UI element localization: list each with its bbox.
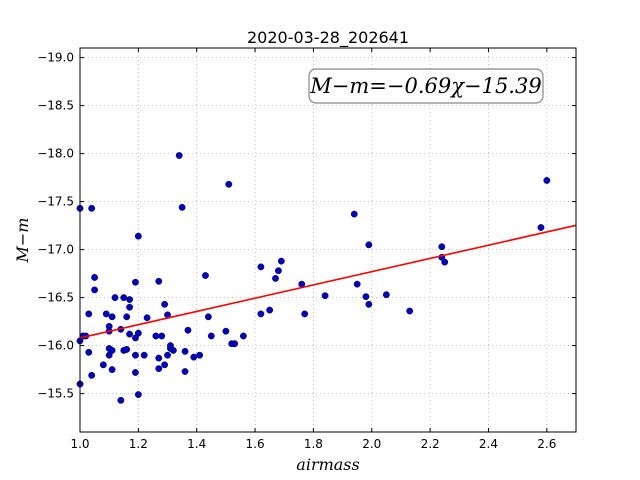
data-point — [365, 300, 373, 308]
data-point — [91, 286, 98, 294]
data-point — [207, 332, 215, 340]
data-point — [178, 203, 186, 211]
data-point — [365, 241, 373, 249]
data-point — [204, 313, 212, 321]
data-point — [111, 294, 119, 301]
x-tick-label: 1.6 — [246, 437, 265, 451]
x-tick-label: 2.0 — [362, 437, 381, 451]
y-tick-label: −16.5 — [37, 291, 74, 305]
x-tick-label: 2.6 — [537, 437, 556, 451]
data-point — [88, 204, 96, 212]
data-point — [321, 292, 329, 300]
data-point — [301, 310, 309, 318]
data-point — [169, 346, 177, 354]
data-point — [225, 180, 233, 188]
data-point — [134, 391, 142, 398]
data-point — [350, 210, 358, 218]
data-point — [134, 232, 142, 240]
x-tick-label: 1.4 — [187, 437, 206, 451]
data-point — [117, 396, 125, 404]
data-point — [108, 366, 116, 373]
data-point — [181, 368, 189, 375]
chart-title: 2020-03-28_202641 — [247, 28, 409, 48]
data-point — [441, 258, 449, 266]
grid-lines — [79, 48, 576, 432]
data-point — [196, 351, 204, 359]
data-point — [108, 313, 116, 321]
data-point — [406, 307, 414, 315]
data-point — [155, 354, 163, 362]
x-tick-label: 1.0 — [70, 437, 89, 451]
data-point — [85, 310, 93, 318]
plot-frame — [79, 47, 577, 433]
data-point — [143, 314, 151, 322]
data-point — [257, 310, 265, 318]
data-point — [184, 326, 192, 334]
data-point — [353, 280, 361, 288]
data-point — [99, 361, 107, 369]
data-point — [85, 348, 93, 356]
data-point — [158, 332, 166, 340]
data-point — [257, 263, 265, 271]
y-tick-label: −17.5 — [37, 195, 74, 209]
y-tick-label: −19.0 — [37, 51, 74, 65]
data-point — [123, 313, 131, 321]
y-tick-label: −18.5 — [37, 99, 74, 113]
data-point — [140, 351, 148, 359]
y-tick-label: −15.5 — [37, 387, 74, 401]
data-point — [164, 351, 171, 359]
data-point — [132, 351, 139, 359]
data-point — [231, 340, 239, 348]
data-point — [123, 346, 131, 353]
data-point — [155, 365, 163, 373]
data-point — [161, 361, 169, 369]
data-point — [161, 300, 169, 308]
fit-line — [79, 224, 577, 339]
data-point — [274, 267, 282, 275]
data-point — [266, 306, 274, 314]
y-tick-label: −16.0 — [37, 339, 74, 353]
x-tick-label: 1.2 — [129, 437, 148, 451]
equation-box — [308, 68, 544, 104]
data-point — [537, 224, 545, 231]
data-point — [202, 272, 209, 279]
data-point — [382, 291, 390, 299]
data-point — [239, 332, 247, 340]
x-tick-label: 2.2 — [421, 437, 440, 451]
data-point — [222, 327, 230, 335]
data-point — [102, 310, 110, 318]
data-point — [132, 278, 139, 286]
y-tick-label: −17.0 — [37, 243, 74, 257]
data-point — [175, 152, 183, 159]
x-axis-label: airmass — [296, 455, 359, 474]
data-point — [120, 294, 128, 301]
data-point — [438, 243, 446, 251]
data-point — [91, 274, 98, 281]
data-point — [132, 369, 139, 376]
data-point — [134, 329, 142, 337]
data-point — [272, 274, 279, 282]
data-point — [126, 330, 134, 338]
data-point — [108, 346, 116, 354]
data-point — [277, 257, 285, 265]
data-point — [362, 293, 370, 301]
y-tick-label: −18.0 — [37, 147, 74, 161]
data-point — [543, 177, 551, 184]
x-tick-label: 1.8 — [304, 437, 323, 451]
axis-ticks: 1.0 1.2 1.4 1.6 1.8 2.0 2.2 2.4 2.6 −15.5 −16.0 −16… — [37, 48, 576, 451]
data-point — [152, 332, 160, 340]
equation-annotation: M−m=−0.69χ−15.39 — [308, 68, 544, 104]
x-tick-label: 2.4 — [479, 437, 498, 451]
data-point — [88, 371, 96, 379]
equation-text: M−m=−0.69χ−15.39 — [309, 74, 541, 98]
data-point — [126, 296, 134, 303]
data-point — [126, 303, 134, 311]
data-points — [76, 152, 551, 404]
data-point — [190, 353, 198, 361]
data-point — [181, 347, 189, 355]
fit-line-group — [79, 224, 577, 339]
data-point — [155, 277, 163, 285]
y-axis-label: M−m — [13, 218, 32, 264]
